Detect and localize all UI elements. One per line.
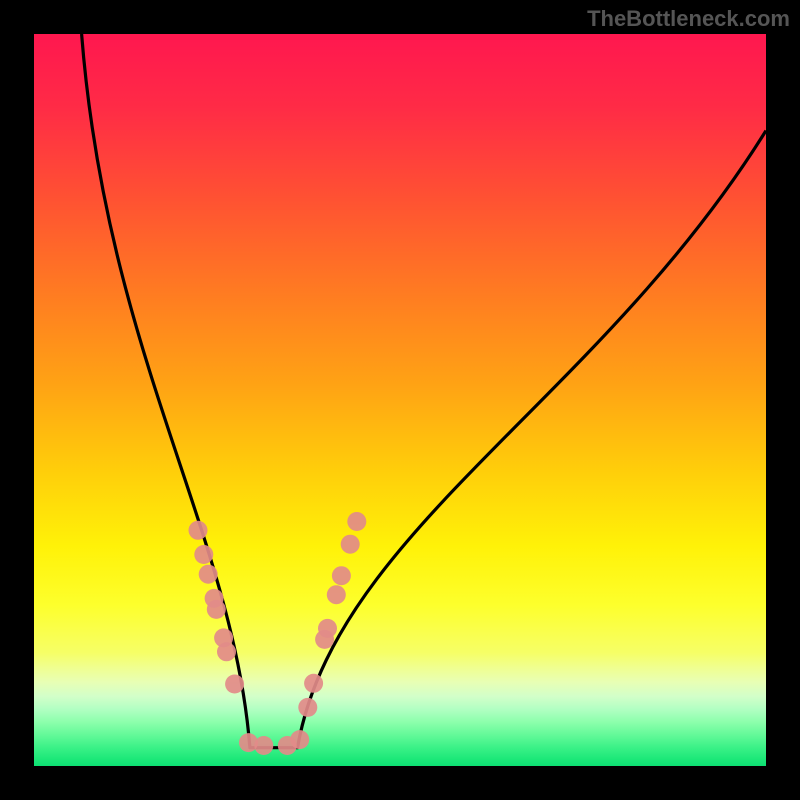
data-marker xyxy=(304,674,323,693)
data-marker xyxy=(341,535,360,554)
data-marker xyxy=(318,619,337,638)
data-marker xyxy=(225,675,244,694)
data-marker xyxy=(347,512,366,531)
bottleneck-curve xyxy=(82,34,766,748)
data-marker xyxy=(207,600,226,619)
watermark-text: TheBottleneck.com xyxy=(587,6,790,32)
data-marker xyxy=(194,545,213,564)
data-marker xyxy=(199,565,218,584)
plot-area xyxy=(34,34,766,766)
curve-overlay xyxy=(34,34,766,766)
data-marker xyxy=(290,730,309,749)
chart-stage: TheBottleneck.com xyxy=(0,0,800,800)
data-marker xyxy=(327,585,346,604)
data-marker xyxy=(189,521,208,540)
data-marker xyxy=(332,566,351,585)
data-marker xyxy=(298,698,317,717)
data-marker xyxy=(217,642,236,661)
data-marker xyxy=(254,736,273,755)
